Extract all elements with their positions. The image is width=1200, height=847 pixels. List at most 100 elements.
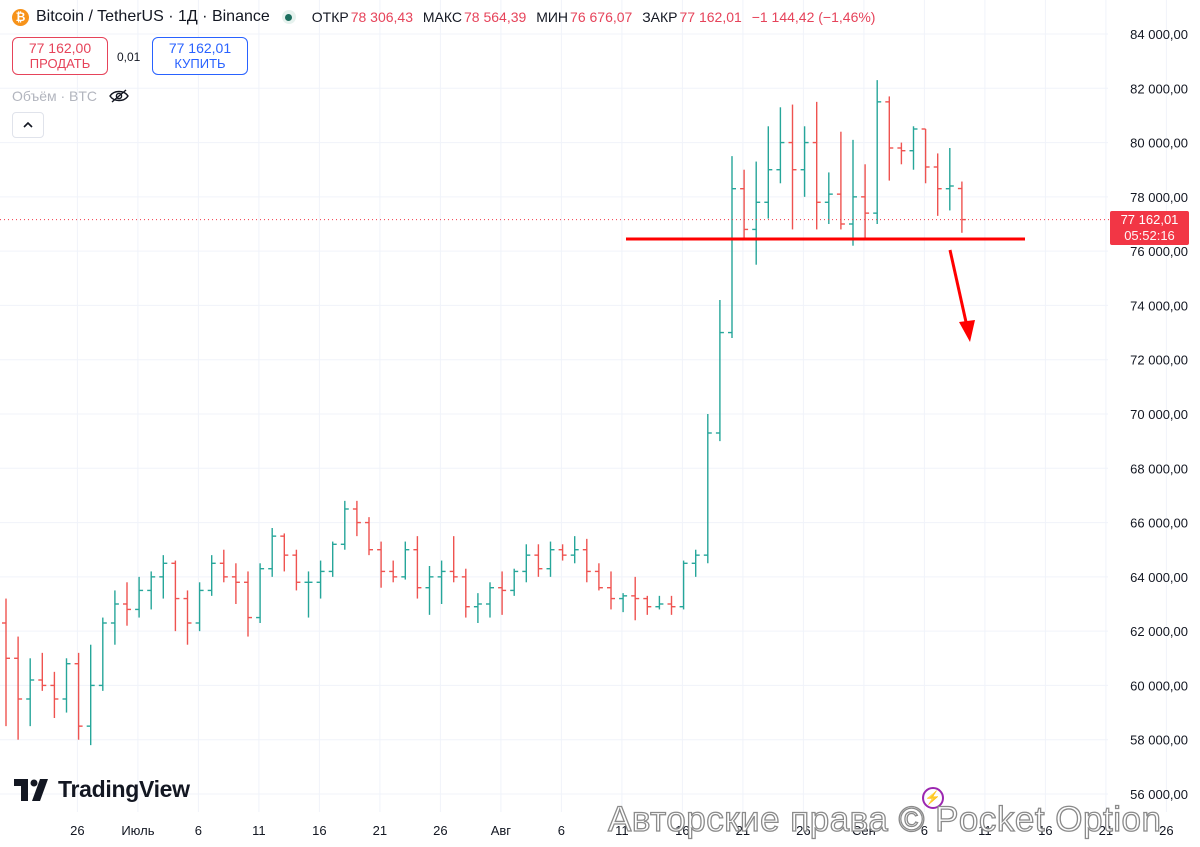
eye-hidden-icon[interactable] <box>109 89 129 103</box>
ohlc-bar <box>231 563 240 604</box>
ohlc-bar <box>123 582 131 626</box>
ohlc-bar <box>812 101 821 230</box>
ohlc-bar <box>703 413 712 564</box>
y-tick-label: 80 000,00 <box>1130 136 1188 151</box>
x-tick-label: 11 <box>978 823 992 838</box>
ohlc-bar <box>619 593 628 613</box>
x-tick-label: 6 <box>558 823 565 838</box>
ohlc-bar <box>14 636 23 740</box>
ohlc-bar <box>86 644 95 746</box>
ohlc-bar <box>219 549 228 583</box>
ohlc-bar <box>836 131 845 230</box>
ohlc-bar <box>292 549 301 591</box>
ohlc-bar <box>98 617 107 691</box>
open-label: ОТКР <box>311 9 349 25</box>
y-tick-label: 66 000,00 <box>1130 516 1188 531</box>
x-tick-label: 6 <box>921 823 928 838</box>
ohlc-bar <box>740 169 749 241</box>
copyright-watermark: Авторские права © Pocket Option <box>607 799 1162 839</box>
ohlc-bar <box>594 563 603 591</box>
x-tick-label: 26 <box>433 823 447 838</box>
ohlc-bar <box>50 671 59 718</box>
buy-button[interactable]: 77 162,01 КУПИТЬ <box>152 37 248 75</box>
market-status-icon <box>281 10 296 24</box>
ohlc-bar <box>667 595 676 615</box>
ohlc-bar <box>280 533 289 572</box>
ohlc-bar <box>655 595 664 610</box>
symbol-title[interactable]: Bitcoin / TetherUS · 1Д · Binance <box>36 8 270 25</box>
y-tick-label: 76 000,00 <box>1130 244 1188 259</box>
y-tick-label: 56 000,00 <box>1130 787 1188 802</box>
y-tick-label: 68 000,00 <box>1130 461 1188 476</box>
ohlc-bar <box>752 161 761 265</box>
x-tick-label: Авг <box>491 823 512 838</box>
ohlc-bar <box>74 652 83 740</box>
x-tick-label: 26 <box>70 823 84 838</box>
ohlc-bar <box>425 565 434 615</box>
candle-countdown: 05:52:16 <box>1124 228 1175 243</box>
lightning-icon[interactable]: ⚡ <box>922 787 944 809</box>
tradingview-logo[interactable]: TradingView <box>14 776 190 803</box>
x-tick-label: 26 <box>796 823 810 838</box>
buy-label: КУПИТЬ <box>174 56 226 71</box>
ohlc-bar <box>147 571 156 610</box>
volume-legend: Объём · BTC <box>12 88 129 104</box>
y-tick-label: 78 000,00 <box>1130 190 1188 205</box>
ohlc-bar <box>389 560 398 583</box>
ohlc-bar <box>849 139 857 246</box>
ohlc-bar <box>873 80 882 224</box>
collapse-legend-button[interactable] <box>12 112 44 138</box>
price-axis: 56 000,00 58 000,00 60 000,00 62 000,00 64 0… <box>1130 27 1188 802</box>
ohlc-bar <box>607 571 615 610</box>
ohlc-bars <box>2 80 966 746</box>
ohlc-bar <box>26 658 35 727</box>
ohlc-bar <box>558 544 567 561</box>
y-tick-label: 72 000,00 <box>1130 353 1188 368</box>
ohlc-bar <box>691 549 700 577</box>
ohlc-bar <box>316 560 325 599</box>
change-value: −1 144,42 (−1,46%) <box>751 9 876 25</box>
x-tick-label: 21 <box>1099 823 1113 838</box>
x-tick-label: 16 <box>312 823 326 838</box>
ohlc-bar <box>401 541 410 580</box>
time-axis: 26 Июль 6 11 16 21 26 Авг 6 11 16 21 26 Сен 6 11 16 21 26 <box>70 823 1173 838</box>
down-arrow <box>948 249 975 342</box>
open-value: 78 306,43 <box>350 9 413 25</box>
ohlc-bar <box>413 536 422 599</box>
low-value: 76 676,07 <box>570 9 633 25</box>
ohlc-bar <box>764 126 773 219</box>
ohlc-bar <box>256 563 265 623</box>
x-tick-label: Июль <box>121 823 154 838</box>
x-tick-label: 16 <box>675 823 689 838</box>
x-tick-label: 6 <box>195 823 202 838</box>
ohlc-bar <box>510 568 519 596</box>
x-tick-label: 11 <box>615 823 629 838</box>
ohlc-bar <box>2 598 10 727</box>
ohlc-bar <box>486 582 494 618</box>
last-price-label: 77 162,01 05:52:16 <box>1110 211 1189 245</box>
ohlc-bar <box>933 153 942 216</box>
ohlc-bar <box>449 536 458 583</box>
x-tick-label: 21 <box>736 823 750 838</box>
ohlc-bar <box>957 181 966 233</box>
x-tick-label: 21 <box>373 823 387 838</box>
symbol-header: ₿ Bitcoin / TetherUS · 1Д · Binance ОТКР… <box>12 8 875 26</box>
grid <box>0 0 1167 812</box>
sell-button[interactable]: 77 162,00 ПРОДАТЬ <box>12 37 108 75</box>
ohlc-bar <box>522 544 531 583</box>
spread-value: 0,01 <box>117 50 141 64</box>
ohlc-bar <box>631 576 640 621</box>
x-tick-label: 16 <box>1038 823 1052 838</box>
ohlc-bar <box>195 582 204 632</box>
bitcoin-icon: ₿ <box>12 8 29 26</box>
ohlc-bar <box>776 107 785 184</box>
low-label: МИН <box>536 9 569 25</box>
last-price-value: 77 162,01 <box>1120 212 1179 227</box>
ohlc-bar <box>244 571 252 637</box>
ohlc-bar <box>461 568 470 618</box>
high-value: 78 564,39 <box>464 9 527 25</box>
ohlc-bar <box>183 590 192 645</box>
logo-text: TradingView <box>58 776 190 802</box>
ohlc-bar <box>800 126 809 197</box>
